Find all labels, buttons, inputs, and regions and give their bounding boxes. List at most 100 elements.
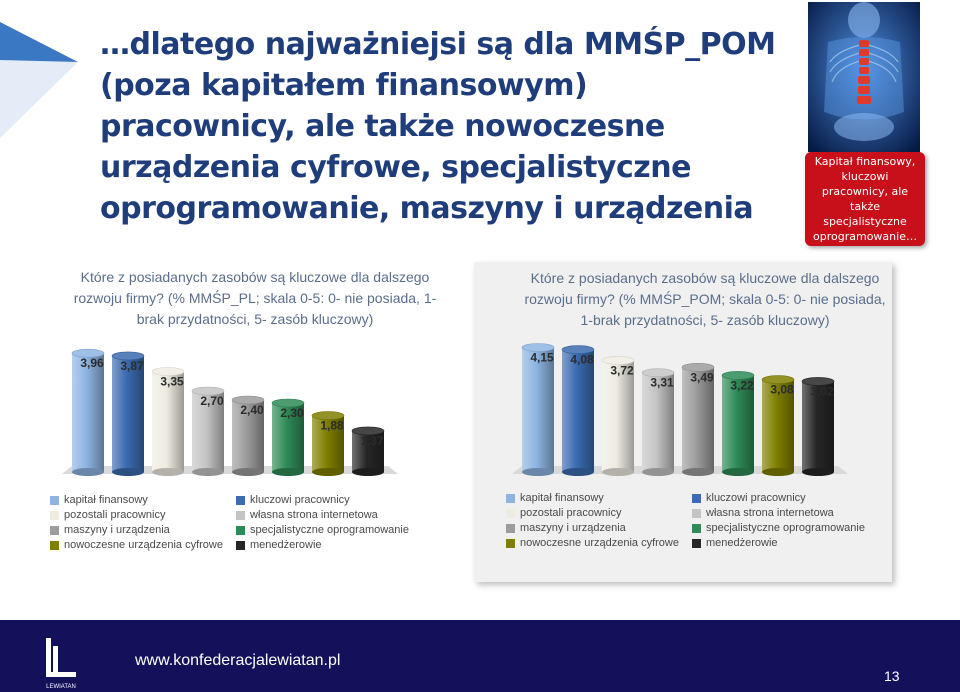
bar-5 [231,395,265,476]
legend-swatch [692,539,701,548]
legend-item: specjalistyczne oprogramowanie [692,521,878,536]
bar-base [272,468,304,476]
lewiatan-logo: LEWIATAN [46,638,76,690]
bar-top [231,395,265,405]
bar-base [802,468,834,476]
legend-label: kapitał finansowy [520,492,604,504]
legend-label: maszyny i urządzenia [64,524,170,536]
bar-top [801,377,835,386]
bar-base [762,468,794,476]
legend-label: specjalistyczne oprogramowanie [250,524,409,536]
bar-6 [721,371,755,476]
bar-3 [601,356,635,476]
legend-label: kapitał finansowy [64,494,148,506]
legend-swatch [692,494,701,503]
bar-8 [801,377,835,476]
legend-item: nowoczesne urządzenia cyfrowe [50,538,236,553]
bar-7 [761,375,795,476]
bar-top [191,386,225,396]
bar-base [722,468,754,476]
legend-label: menedżerowie [250,539,322,551]
bar-base [352,468,384,476]
bar-value-label: 3,02 [810,384,834,398]
legend-item: kluczowi pracownicy [236,493,422,508]
bar-body [642,372,674,472]
bar-base [72,468,104,476]
bar-base [522,468,554,476]
legend-item: pozostali pracownicy [506,506,692,521]
footer-url[interactable]: www.konfederacjalewiatan.pl [135,652,341,669]
bar-value-label: 3,87 [120,359,144,373]
legend-swatch [506,539,515,548]
bar-base [232,468,264,476]
bar-value-label: 3,22 [730,378,754,392]
legend-swatch [692,524,701,533]
bar-top [601,356,635,365]
chart-left-question: Które z posiadanych zasobów są kluczowe … [73,269,437,327]
bar-top [71,348,105,358]
legend-label: kluczowi pracownicy [250,494,350,506]
bar-body [522,347,554,472]
bar-value-label: 2,30 [280,406,304,420]
legend-item: kapitał finansowy [506,491,692,506]
side-note-box: Kapitał finansowy, kluczowi pracownicy, … [805,152,925,246]
bar-1 [521,343,555,476]
legend-item: własna strona internetowa [692,506,878,521]
bar-3 [151,367,185,476]
legend-swatch [506,524,515,533]
legend-label: specjalistyczne oprogramowanie [706,522,865,534]
bar-7 [311,411,345,476]
bar-8 [351,426,385,476]
legend-swatch [692,509,701,518]
bar-base [642,468,674,476]
legend-right: kapitał finansowy kluczowi pracownicy pozo… [506,491,878,551]
legend-swatch [236,496,245,505]
bar-body [762,379,794,472]
chart-right: 4,15 4,08 3,72 3,31 3,49 3,22 3,08 3,02 [512,343,848,476]
bar-2 [111,351,145,476]
bar-value-label: 3,72 [610,363,634,377]
bar-body [192,391,224,472]
bar-top [151,367,185,376]
bar-value-label: 1,88 [320,419,344,433]
bar-body [682,367,714,472]
legend-swatch [236,511,245,520]
bar-value-label: 4,15 [530,351,554,365]
legend-item: nowoczesne urządzenia cyfrowe [506,536,692,551]
legend-swatch [50,496,59,505]
bar-4 [191,386,225,476]
bar-value-label: 2,40 [240,403,264,417]
corner-decoration [0,22,78,138]
bar-top [111,351,145,361]
legend-swatch [506,509,515,518]
bar-body [232,400,264,472]
bar-body [312,415,344,472]
legend-label: menedżerowie [706,537,778,549]
chart-left: 3,96 3,87 3,35 2,70 2,40 2,30 1,88 1,37 [62,348,398,476]
chart-right-question: Które z posiadanych zasobów są kluczowe … [524,270,886,328]
bar-2 [561,345,595,476]
legend-swatch [50,541,59,550]
bar-top [681,362,715,372]
page-number: 13 [884,668,900,684]
bar-top [641,368,675,378]
bar-value-label: 3,96 [80,356,104,370]
footer-bar [0,620,960,692]
legend-label: własna strona internetowa [706,507,834,519]
legend-item: maszyny i urządzenia [506,521,692,536]
legend-swatch [236,526,245,535]
legend-item: maszyny i urządzenia [50,523,236,538]
bar-value-label: 1,37 [360,434,384,448]
bar-body [272,403,304,472]
spine-xray-image [808,2,920,152]
slide-title: …dlatego najważniejsi są dla MMŚP_POM (p… [100,27,776,226]
bar-base [192,468,224,476]
bar-value-label: 3,49 [690,370,714,384]
bar-top [721,371,755,380]
legend-label: nowoczesne urządzenia cyfrowe [64,539,223,551]
legend-label: maszyny i urządzenia [520,522,626,534]
legend-swatch [506,494,515,503]
bar-base [112,468,144,476]
bar-top [521,343,555,352]
bar-base [152,468,184,476]
